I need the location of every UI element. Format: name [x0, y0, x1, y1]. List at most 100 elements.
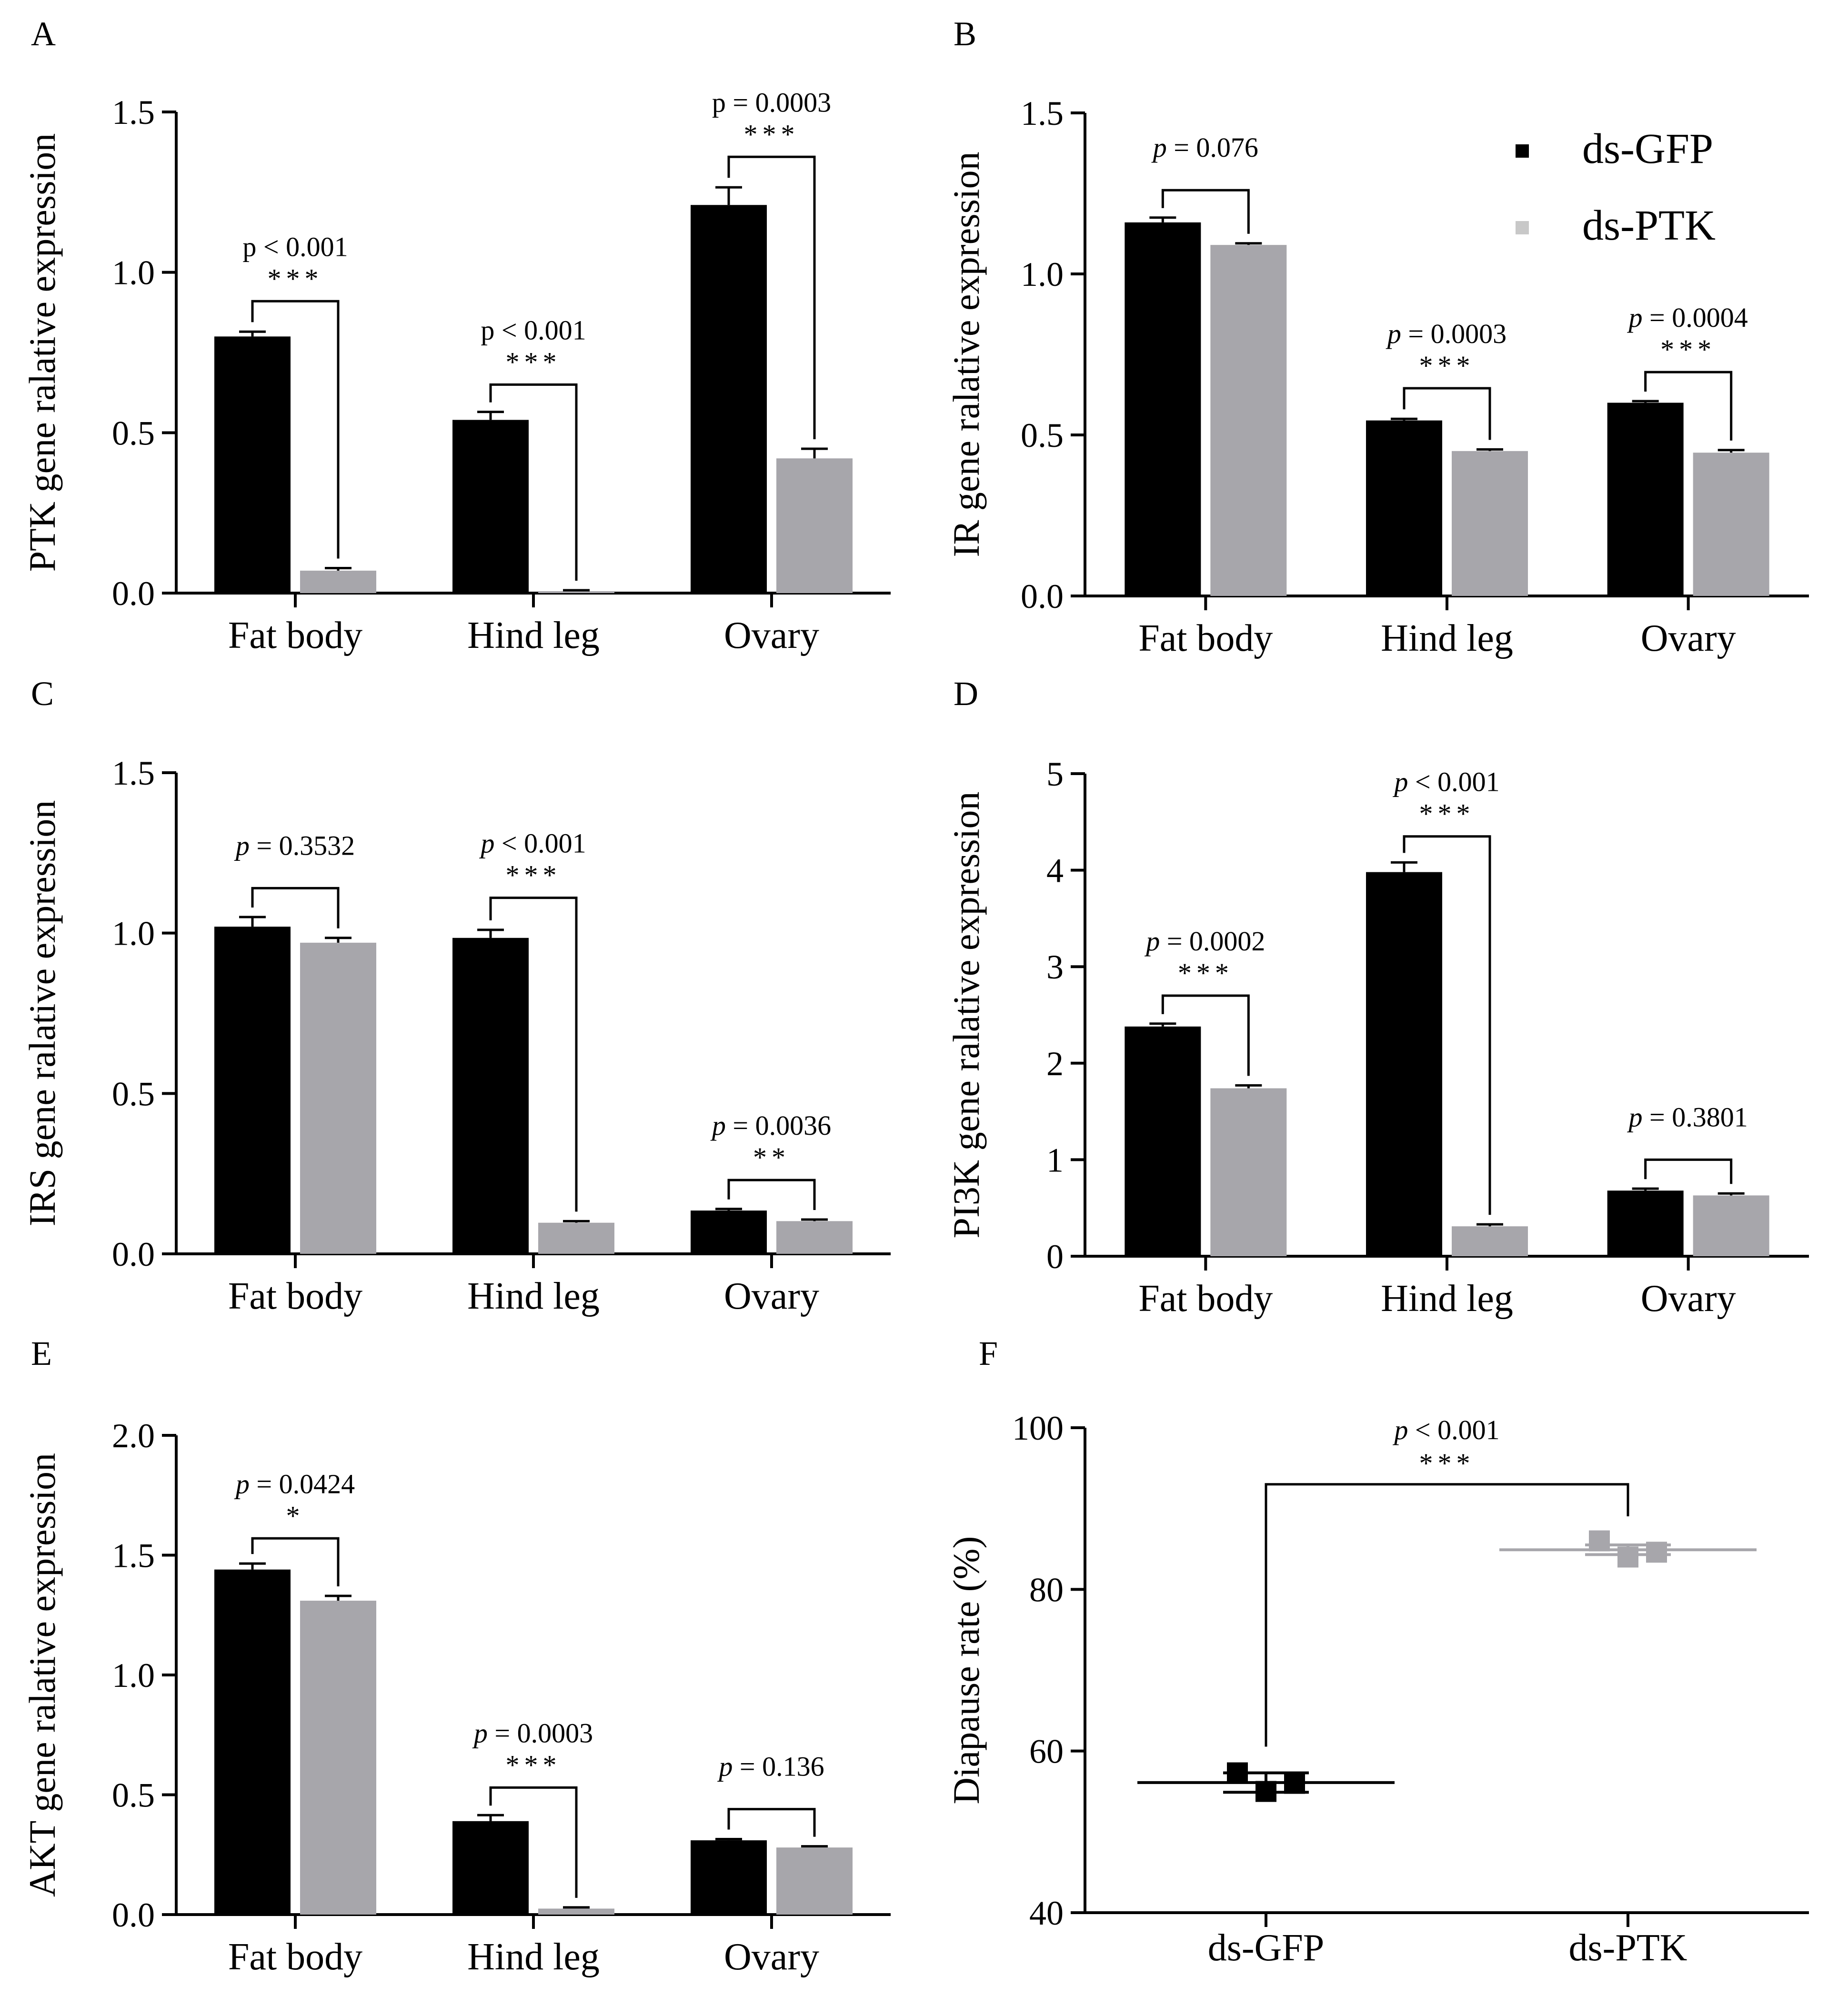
error-bar [1391, 861, 1417, 872]
y-axis-label: PTK gene ralative expression [21, 133, 63, 572]
error-bar [1632, 400, 1659, 403]
bar [214, 927, 291, 1254]
x-tick-label: ds-PTK [1569, 1927, 1687, 1969]
error-bar [1235, 242, 1262, 245]
p-symbol: p [1386, 318, 1408, 349]
bar [214, 1569, 291, 1915]
bar [1210, 245, 1287, 596]
significance-stars: *** [506, 346, 562, 377]
error-bar [563, 589, 590, 592]
p-value-label: p = 0.0004 [1627, 302, 1748, 333]
p-value-label: p = 0.0003 [712, 87, 831, 118]
bar [691, 1840, 767, 1915]
y-tick-label: 0.5 [112, 414, 155, 452]
y-tick-label: 1.5 [112, 1537, 155, 1575]
y-tick-label: 1.5 [1021, 94, 1064, 132]
significance-bracket [1403, 835, 1491, 1215]
y-tick-label: 0.5 [1021, 416, 1064, 454]
x-tick-label: Fat body [1138, 617, 1273, 659]
p-symbol: p [1392, 767, 1415, 797]
error-bar [325, 1594, 352, 1601]
bar [1693, 1195, 1769, 1256]
y-tick-label: 40 [1029, 1894, 1064, 1932]
y-tick-label: 0.0 [112, 1896, 155, 1934]
y-tick-label: 100 [1012, 1409, 1064, 1447]
error-bar [325, 566, 352, 571]
bar [538, 591, 614, 593]
legend-label-ds-ptk: ds-PTK [1582, 202, 1716, 249]
data-point [1617, 1546, 1638, 1568]
significance-bracket [727, 1808, 816, 1837]
y-axis-label: Diapause rate (%) [945, 1536, 987, 1804]
significance-stars: *** [1419, 350, 1475, 381]
bar [1125, 222, 1201, 596]
legend-label-ds-gfp: ds-GFP [1582, 125, 1713, 172]
bar [452, 1821, 529, 1915]
p-symbol: p [717, 1751, 740, 1782]
significance-bracket [489, 383, 578, 581]
p-value-label: p < 0.001 [479, 828, 586, 859]
panel-letter: D [954, 675, 978, 713]
error-bar [801, 1218, 828, 1221]
bar [691, 205, 767, 593]
significance-bracket [1161, 994, 1250, 1076]
data-point [1589, 1530, 1610, 1552]
p-value-label: p = 0.0002 [1144, 926, 1265, 957]
y-tick-label: 0.0 [112, 1235, 155, 1273]
p-symbol: p [1392, 1414, 1415, 1445]
panel-letter: C [31, 675, 54, 713]
error-bar [477, 928, 504, 938]
p-symbol: p [1144, 926, 1167, 957]
bar [776, 1221, 853, 1254]
error-bar [563, 1906, 590, 1909]
x-tick-label: Fat body [228, 1275, 362, 1317]
y-tick-label: 1.0 [112, 254, 155, 292]
x-tick-label: ds-GFP [1208, 1927, 1325, 1969]
panel-a: A PTK gene ralative expression 0.0 0.5 1.0 1.… [21, 15, 891, 656]
y-axis-label: AKT gene ralative expression [21, 1453, 63, 1897]
bar [1125, 1026, 1201, 1256]
bar [300, 942, 376, 1254]
error-bar [715, 186, 742, 205]
p-symbol: p [234, 830, 257, 861]
data-point [1284, 1773, 1305, 1794]
significance-stars: ** [753, 1142, 790, 1173]
significance-bracket [1644, 1158, 1733, 1184]
significance-stars: *** [1419, 1448, 1475, 1479]
significance-bracket [1161, 189, 1250, 234]
x-tick-label: Hind leg [467, 1936, 600, 1978]
p-symbol: p [1627, 302, 1650, 333]
panel-e: E AKT gene ralative expression 0.0 0.5 1.0 1.… [21, 1334, 891, 1978]
bar [1607, 403, 1684, 596]
error-bar [1149, 1022, 1176, 1027]
p-value-label: p = 0.076 [1151, 132, 1258, 163]
significance-stars: *** [1419, 798, 1475, 829]
p-value-label: p = 0.136 [717, 1751, 824, 1782]
significance-stars: *** [744, 119, 800, 150]
p-value-label: p < 0.001 [1392, 1414, 1499, 1445]
p-value-label: p = 0.0003 [1386, 318, 1507, 349]
bar [776, 458, 853, 593]
bar [452, 938, 529, 1254]
bar [300, 1601, 376, 1915]
significance-bracket [1403, 387, 1491, 440]
error-bar [477, 411, 504, 420]
y-tick-label: 2 [1046, 1045, 1064, 1083]
bar [691, 1210, 767, 1254]
error-bar [715, 1208, 742, 1211]
bar [1452, 1226, 1528, 1256]
significance-stars: * [286, 1500, 305, 1531]
y-tick-label: 1.0 [112, 915, 155, 953]
significance-bracket [1265, 1483, 1629, 1747]
error-bar [801, 447, 828, 459]
data-point [1646, 1542, 1667, 1563]
y-tick-label: 1.5 [112, 93, 155, 131]
bar [1693, 453, 1769, 596]
error-bar [1717, 1192, 1745, 1196]
error-bar [801, 1845, 828, 1848]
y-axis-label: PI3K gene ralative expression [945, 792, 987, 1239]
y-tick-label: 0.5 [112, 1075, 155, 1113]
bar [1452, 451, 1528, 596]
significance-bracket [251, 1537, 340, 1587]
